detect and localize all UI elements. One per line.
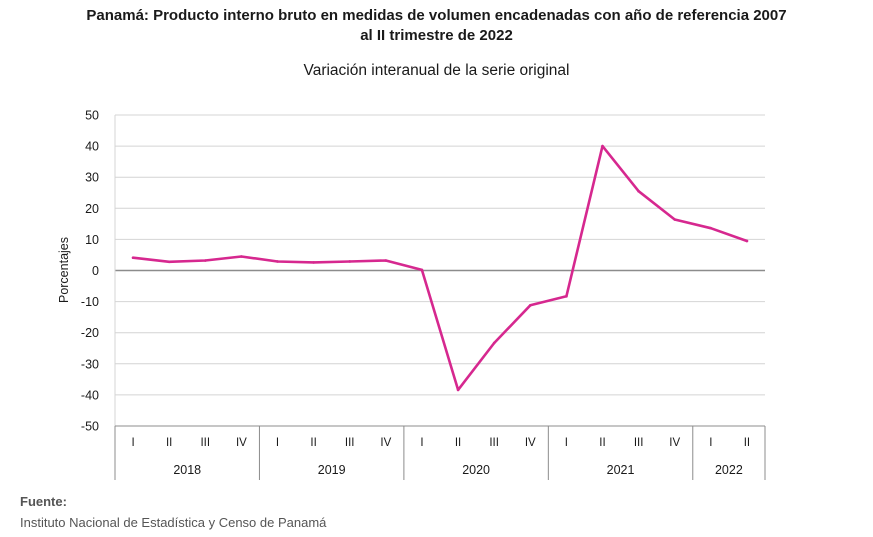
x-tick-label-year: 2021 bbox=[607, 463, 635, 477]
y-tick-label: -10 bbox=[81, 295, 99, 309]
x-tick-label-quarter: IV bbox=[380, 437, 391, 449]
x-tick-label-quarter: IV bbox=[236, 437, 247, 449]
data-point bbox=[637, 189, 640, 193]
data-point bbox=[420, 268, 424, 272]
data-point bbox=[601, 144, 604, 148]
chart-subtitle: Variación interanual de la serie origina… bbox=[303, 62, 570, 79]
y-axis-label: Porcentajes bbox=[57, 237, 71, 303]
x-tick-label-year: 2019 bbox=[318, 463, 346, 477]
data-point bbox=[203, 259, 207, 262]
x-tick-label-quarter: II bbox=[310, 437, 316, 449]
x-tick-label-quarter: II bbox=[599, 437, 605, 449]
y-tick-label: -40 bbox=[81, 388, 99, 402]
x-tick-label-quarter: III bbox=[489, 437, 499, 449]
data-point bbox=[456, 388, 460, 392]
x-tick-label-quarter: III bbox=[634, 437, 644, 449]
y-tick-label: -50 bbox=[81, 420, 99, 434]
chart-title: Panamá: Producto interno bruto en medida… bbox=[0, 6, 873, 46]
chart-title-line-1: Panamá: Producto interno bruto en medida… bbox=[86, 7, 787, 24]
data-point bbox=[276, 260, 279, 263]
data-point bbox=[745, 239, 749, 243]
data-point bbox=[673, 218, 677, 221]
y-tick-label: 50 bbox=[85, 109, 99, 123]
data-point bbox=[312, 261, 315, 264]
y-tick-label: 30 bbox=[85, 171, 99, 185]
source-label: Fuente: bbox=[20, 494, 67, 509]
y-tick-label: -30 bbox=[81, 357, 99, 371]
chart-title-line-2: al II trimestre de 2022 bbox=[360, 27, 513, 44]
data-point bbox=[492, 341, 496, 345]
y-tick-label: 20 bbox=[85, 202, 99, 216]
data-point bbox=[709, 226, 713, 230]
data-point bbox=[565, 295, 568, 298]
data-point bbox=[384, 259, 388, 262]
x-tick-label-quarter: III bbox=[200, 437, 210, 449]
x-tick-label-quarter: II bbox=[455, 437, 461, 449]
data-point bbox=[240, 255, 243, 258]
series-line bbox=[131, 144, 749, 392]
x-tick-label-quarter: I bbox=[131, 437, 134, 449]
y-tick-label: -20 bbox=[81, 326, 99, 340]
data-point bbox=[348, 260, 352, 263]
x-tick-label-quarter: IV bbox=[525, 437, 536, 449]
x-tick-label-quarter: IV bbox=[669, 437, 680, 449]
x-tick-label-quarter: I bbox=[276, 437, 279, 449]
x-tick-label-quarter: I bbox=[709, 437, 712, 449]
data-point bbox=[167, 260, 171, 264]
x-tick-label-quarter: II bbox=[166, 437, 172, 449]
y-tick-label: 10 bbox=[85, 233, 99, 247]
x-tick-label-quarter: I bbox=[565, 437, 568, 449]
x-tick-label-year: 2022 bbox=[715, 463, 743, 477]
data-point bbox=[528, 304, 532, 307]
x-tick-label-year: 2018 bbox=[173, 463, 201, 477]
x-tick-label-quarter: I bbox=[420, 437, 423, 449]
x-tick-label-quarter: III bbox=[345, 437, 355, 449]
data-point bbox=[131, 256, 135, 260]
x-tick-label-quarter: II bbox=[744, 437, 750, 449]
x-tick-label-year: 2020 bbox=[462, 463, 490, 477]
y-tick-label: 0 bbox=[92, 264, 99, 278]
y-tick-label: 40 bbox=[85, 140, 99, 154]
source-text: Instituto Nacional de Estadística y Cens… bbox=[20, 515, 327, 530]
